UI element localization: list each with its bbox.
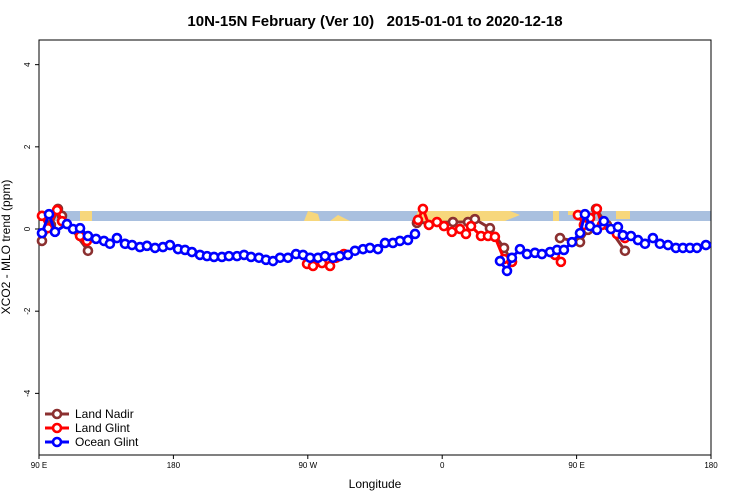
data-point bbox=[36, 227, 48, 239]
data-point bbox=[574, 227, 586, 239]
legend-label: Ocean Glint bbox=[75, 435, 139, 449]
land-patch bbox=[568, 211, 578, 215]
y-axis-label: XCO2 - MLO trend (ppm) bbox=[0, 180, 13, 315]
x-axis-label: Longitude bbox=[349, 477, 402, 491]
data-point bbox=[51, 204, 63, 216]
data-point bbox=[514, 243, 526, 255]
data-point bbox=[617, 229, 629, 241]
data-point bbox=[591, 224, 603, 236]
data-point bbox=[409, 228, 421, 240]
data-point bbox=[465, 220, 477, 232]
y-tick-label: -4 bbox=[23, 389, 32, 397]
land-patch bbox=[304, 211, 320, 221]
data-point bbox=[700, 239, 712, 251]
land-patch bbox=[553, 211, 559, 221]
data-point bbox=[619, 245, 631, 257]
x-tick-label: 180 bbox=[704, 461, 718, 470]
plot-frame bbox=[38, 39, 712, 456]
data-point bbox=[364, 242, 376, 254]
data-point bbox=[554, 232, 566, 244]
data-point bbox=[647, 232, 659, 244]
x-tick-label: 90 W bbox=[298, 461, 317, 470]
data-point bbox=[447, 216, 459, 228]
y-tick-label: 0 bbox=[23, 226, 32, 231]
x-tick-label: 0 bbox=[440, 461, 445, 470]
y-tick-label: -2 bbox=[23, 307, 32, 315]
data-point bbox=[307, 260, 319, 272]
data-point bbox=[612, 221, 624, 233]
data-point bbox=[417, 203, 429, 215]
data-point bbox=[558, 244, 570, 256]
ocean-strip bbox=[39, 211, 711, 221]
data-point bbox=[324, 260, 336, 272]
land-patch bbox=[616, 211, 630, 219]
land-patch bbox=[80, 211, 92, 221]
data-point bbox=[111, 232, 123, 244]
data-point bbox=[639, 238, 651, 250]
y-tick-label: 4 bbox=[23, 62, 32, 67]
data-point bbox=[438, 220, 450, 232]
data-point bbox=[402, 234, 414, 246]
y-tick-label: 2 bbox=[23, 144, 32, 149]
legend-marker bbox=[51, 408, 63, 420]
data-point bbox=[74, 222, 86, 234]
data-point bbox=[460, 228, 472, 240]
data-point bbox=[282, 252, 294, 264]
data-point bbox=[489, 231, 501, 243]
x-tick-label: 90 E bbox=[568, 461, 584, 470]
x-tick-label: 180 bbox=[167, 461, 181, 470]
data-point bbox=[494, 255, 506, 267]
data-point bbox=[412, 214, 424, 226]
series bbox=[36, 203, 631, 272]
series bbox=[36, 208, 712, 277]
data-point bbox=[579, 208, 591, 220]
chart-title: 10N-15N February (Ver 10) 2015-01-01 to … bbox=[187, 13, 562, 30]
data-point bbox=[394, 235, 406, 247]
legend-label: Land Glint bbox=[75, 421, 130, 435]
data-point bbox=[501, 265, 513, 277]
data-point bbox=[82, 245, 94, 257]
data-point bbox=[43, 208, 55, 220]
land-patch bbox=[330, 215, 350, 221]
data-point bbox=[104, 238, 116, 250]
data-point bbox=[349, 245, 361, 257]
data-point bbox=[164, 239, 176, 251]
legend-marker bbox=[51, 436, 63, 448]
data-point bbox=[654, 238, 666, 250]
legend-label: Land Nadir bbox=[75, 407, 134, 421]
x-tick-label: 90 E bbox=[31, 461, 47, 470]
data-point bbox=[536, 248, 548, 260]
data-point bbox=[372, 243, 384, 255]
map-strip bbox=[39, 211, 711, 221]
data-point bbox=[598, 215, 610, 227]
data-point bbox=[566, 236, 578, 248]
data-point bbox=[49, 226, 61, 238]
legend-marker bbox=[51, 422, 63, 434]
data-point bbox=[506, 252, 518, 264]
data-point bbox=[591, 203, 603, 215]
data-point bbox=[141, 240, 153, 252]
data-point bbox=[334, 250, 346, 262]
data-point bbox=[555, 256, 567, 268]
data-point bbox=[319, 250, 331, 262]
data-point bbox=[691, 242, 703, 254]
